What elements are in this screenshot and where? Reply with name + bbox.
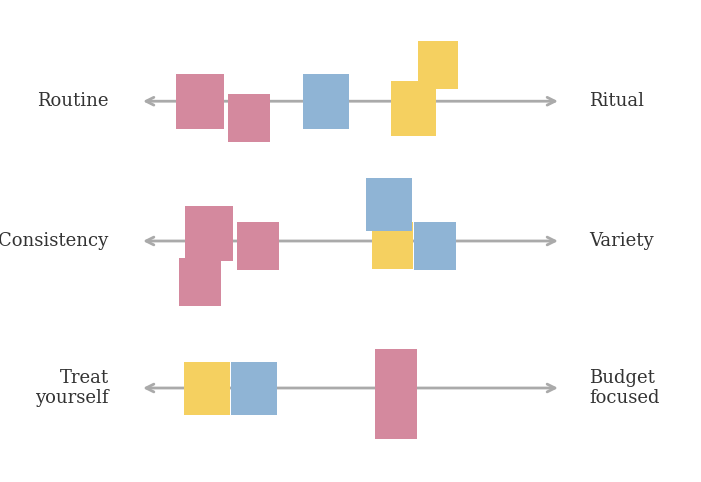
FancyBboxPatch shape [366,178,412,231]
FancyBboxPatch shape [391,80,436,136]
Text: Variety: Variety [589,232,653,250]
FancyBboxPatch shape [231,362,276,415]
Text: Ritual: Ritual [589,92,644,110]
FancyBboxPatch shape [303,73,349,129]
FancyBboxPatch shape [372,222,413,269]
FancyBboxPatch shape [375,390,417,439]
Text: Routine: Routine [37,92,109,110]
FancyBboxPatch shape [184,362,230,415]
Text: Treat
yourself: Treat yourself [35,369,109,407]
FancyBboxPatch shape [228,94,270,142]
FancyBboxPatch shape [176,73,224,129]
FancyBboxPatch shape [414,222,456,270]
Text: Consistency: Consistency [0,232,109,250]
FancyBboxPatch shape [375,349,417,398]
FancyBboxPatch shape [185,206,233,261]
FancyBboxPatch shape [418,41,458,89]
FancyBboxPatch shape [179,258,221,306]
FancyBboxPatch shape [237,222,279,270]
Text: Budget
focused: Budget focused [589,369,660,407]
